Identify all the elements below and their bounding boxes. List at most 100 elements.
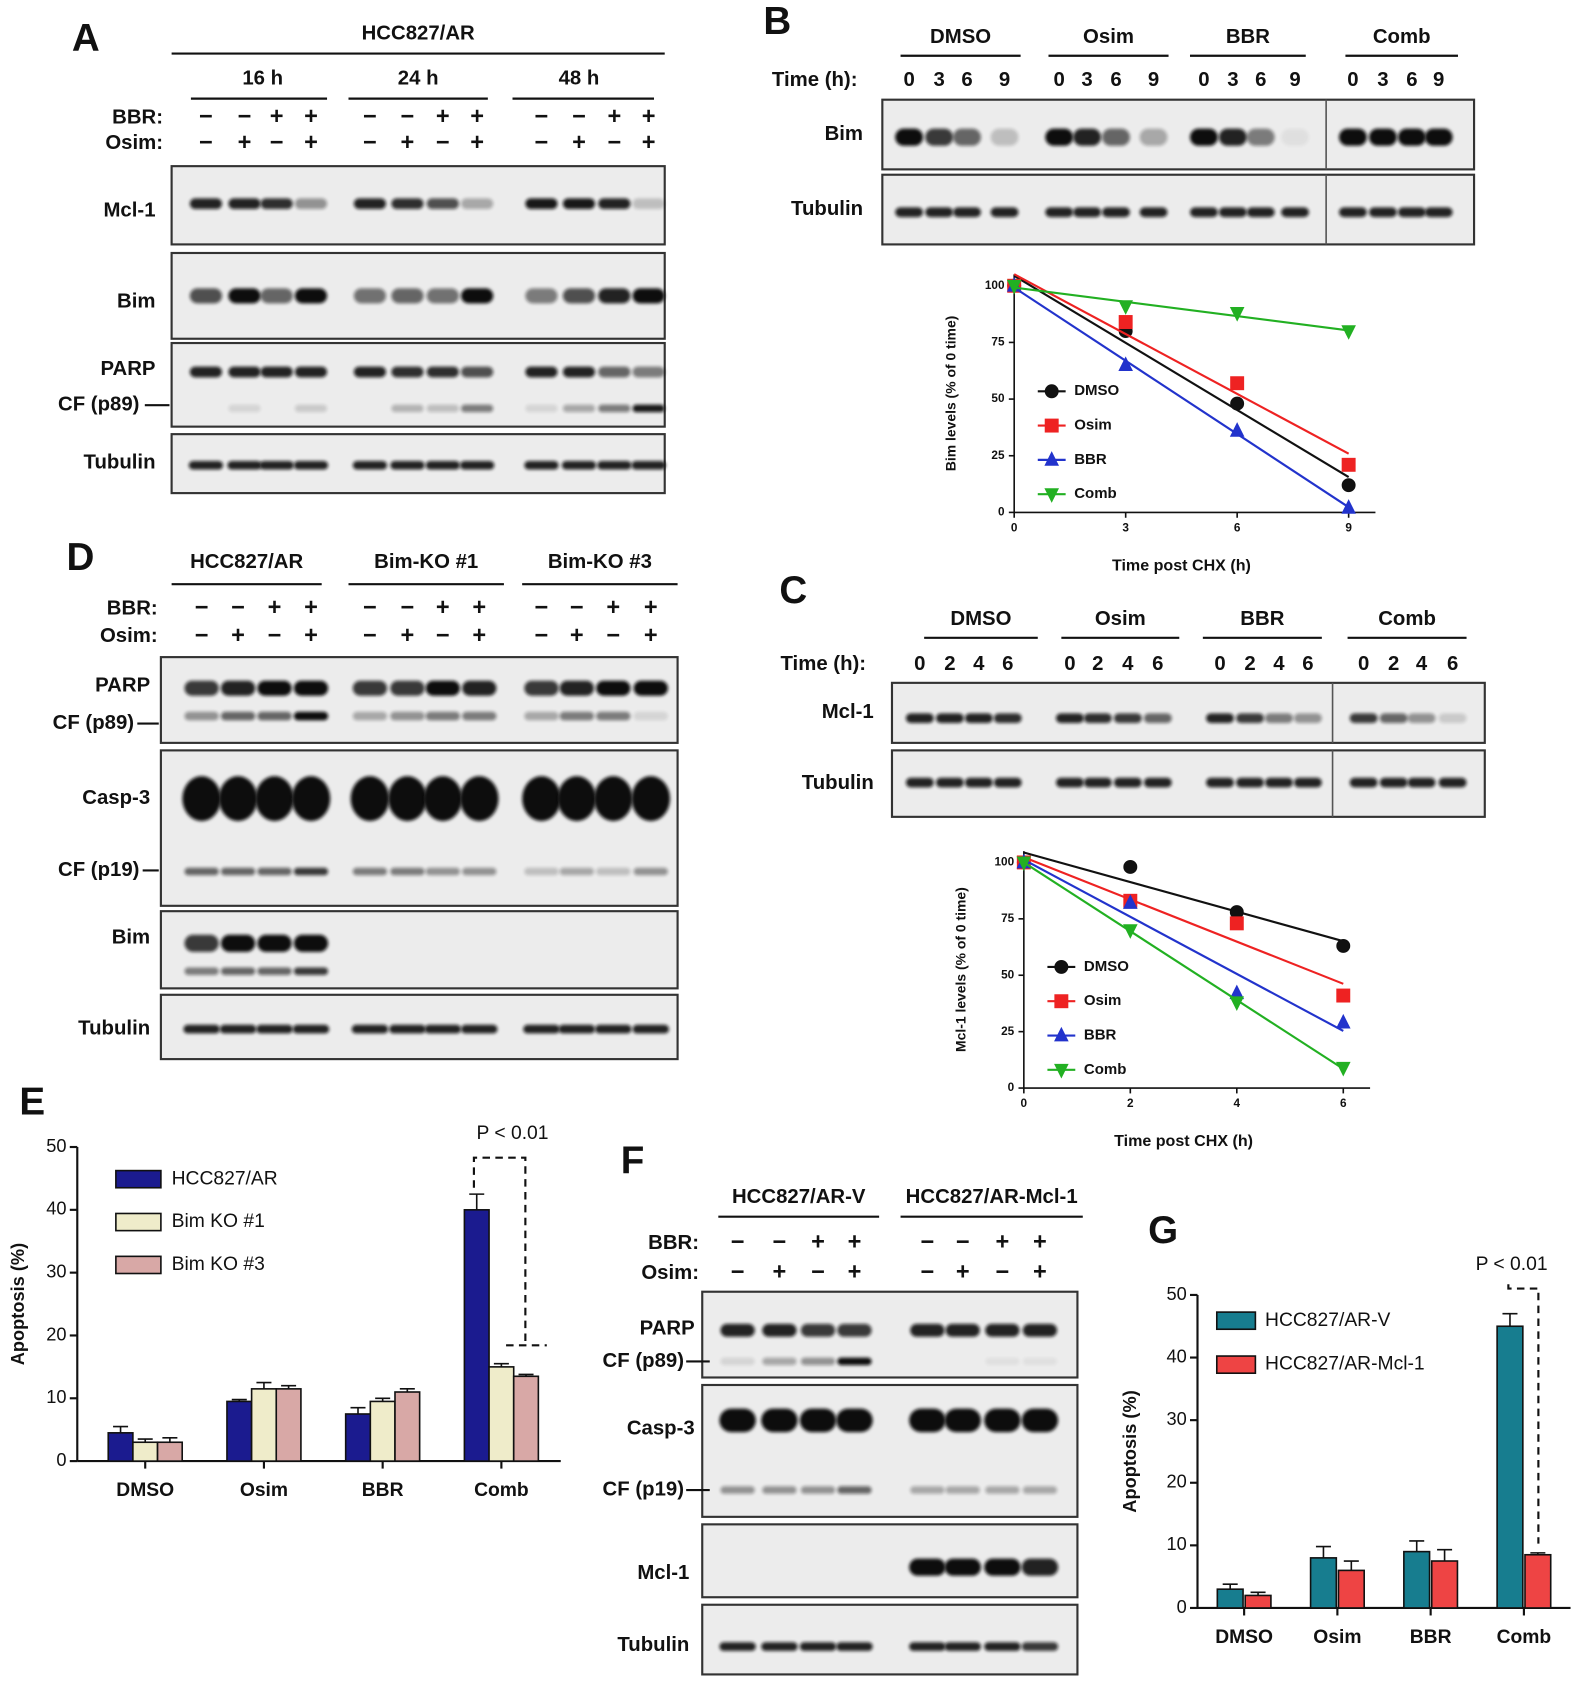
sign: + [304,103,318,129]
band [351,1024,389,1034]
sign: − [535,129,549,155]
group-label: 16 h [242,68,283,90]
bar [156,1441,184,1462]
sign: + [606,594,620,620]
band [220,711,256,721]
group-label: 48 h [559,68,600,90]
band [184,934,219,952]
band [562,198,596,210]
row-label: CF (p89) [58,394,139,416]
band [984,1642,1021,1651]
row-label: Mcl-1 [103,200,155,222]
band [910,1323,945,1337]
time-label: 4 [1122,653,1134,675]
band [909,1642,946,1651]
band [1281,128,1309,146]
band [925,207,954,218]
band [524,680,559,696]
sign: + [607,103,621,129]
band [905,777,934,788]
bar [512,1375,540,1462]
band [800,1486,836,1494]
sign: + [773,1259,787,1285]
trend-line [1013,286,1350,509]
band [1369,128,1397,146]
x-tick-label: DMSO [1215,1627,1273,1648]
cell-line: HCC827/AR [362,23,475,45]
bar [488,1366,515,1462]
panel-letter: B [763,0,791,43]
time-label: 6 [1447,653,1458,675]
label: Time (h): [772,69,858,91]
band [353,288,387,304]
blot-frame [890,681,1486,744]
bar [1430,1560,1459,1609]
x-tick-label: 6 [1234,522,1241,535]
band [462,680,497,696]
sign: + [436,594,450,620]
band [184,967,219,975]
band [257,967,292,975]
y-tick-label: 0 [1008,1081,1015,1094]
time-label: 3 [1377,69,1388,91]
row-label: Tubulin [791,198,863,220]
point [1229,422,1245,437]
band [562,404,596,413]
band [895,207,924,218]
band [800,1323,836,1337]
band [558,1024,596,1034]
time-label: 6 [1152,653,1163,675]
sign: − [401,594,415,620]
sign: + [472,594,486,620]
time-label: 2 [1092,653,1103,675]
band [352,867,388,876]
label: BBR: [107,597,158,619]
band [391,288,424,304]
x-axis-label: Time post CHX (h) [1114,1132,1253,1150]
band [294,404,328,413]
group-label: HCC827/AR [190,551,303,573]
legend-marker [1054,1063,1069,1079]
time-label: 6 [1110,69,1121,91]
x-tick-label: 0 [1021,1097,1028,1110]
time-label: 0 [1347,69,1358,91]
band [1189,207,1218,218]
x-tick-label: 4 [1234,1097,1241,1110]
legend-marker [1054,1026,1069,1042]
band [720,1357,755,1366]
band [964,713,993,724]
band [1246,207,1275,218]
blot-frame [701,1603,1079,1676]
band [1139,128,1168,146]
sign: + [642,103,656,129]
band [188,460,224,470]
band [184,711,219,721]
group-label: Osim [1083,26,1134,48]
x-tick-label: 2 [1127,1097,1134,1110]
band [836,1408,873,1433]
band [1021,1642,1059,1651]
row-label: Mcl-1 [637,1562,689,1584]
band [183,1024,220,1034]
label: Osim: [100,625,158,647]
group-label: Comb [1373,26,1431,48]
band [895,128,924,146]
sign: − [535,594,549,620]
band [390,867,425,876]
x-tick-label: Comb [1497,1627,1552,1648]
group-label: Comb [1378,608,1436,630]
band [593,776,633,822]
x-tick-label: 0 [1011,522,1018,535]
point [1230,376,1245,391]
band [294,198,328,210]
sign: − [607,129,621,155]
trend-line [1014,286,1349,332]
band [522,776,561,822]
y-tick-label: 40 [46,1199,66,1219]
band [1424,128,1453,146]
band [633,680,668,696]
band [1338,207,1367,218]
band [837,1357,872,1366]
band [1102,207,1130,218]
